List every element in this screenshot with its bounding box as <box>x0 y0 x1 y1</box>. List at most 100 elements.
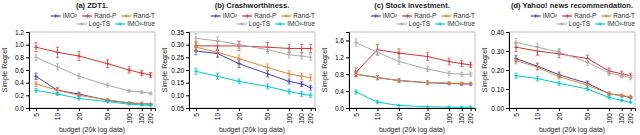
legend-item: IMO³-true <box>275 20 315 27</box>
x-tick: 100 <box>286 108 293 124</box>
chart-svg: (a) ZDT1.IMO³Rand-PRand-TLog-TSIMO³-true… <box>0 0 640 135</box>
x-tick: 5 <box>33 108 40 117</box>
error-bar <box>194 43 197 52</box>
legend-marker <box>284 14 288 18</box>
data-point <box>55 88 59 92</box>
data-point <box>375 100 379 104</box>
plot-frame <box>189 32 315 108</box>
y-axis: 0.00.20.40.60.81.01.2 <box>15 29 30 112</box>
error-bar <box>620 94 623 97</box>
panel: (b) Crashworthiness.IMO³Rand-PRand-TLog-… <box>161 1 316 134</box>
y-tick: 0.10 <box>491 86 509 93</box>
x-tick: 150 <box>458 108 465 124</box>
error-bar <box>426 67 429 72</box>
x-tick: 20 <box>76 108 83 120</box>
series <box>34 81 153 106</box>
legend-label: IMO³-true <box>287 20 315 27</box>
x-axis: 5102050100150200 <box>30 108 156 124</box>
data-point <box>426 105 430 108</box>
x-axis: 5102050100150200 <box>510 108 636 124</box>
x-tick-mark <box>559 108 560 111</box>
y-axis-title: Simple Regret <box>481 48 489 92</box>
error-bar <box>127 67 130 73</box>
error-bar <box>469 82 472 85</box>
data-point <box>77 54 81 58</box>
panel-title: (a) ZDT1. <box>76 1 108 10</box>
y-tick-mark <box>186 57 189 58</box>
data-point <box>469 63 473 67</box>
legend-label: IMO³-true <box>447 20 475 27</box>
error-bar <box>309 85 312 90</box>
data-point <box>397 79 401 83</box>
data-point <box>586 87 590 91</box>
y-tick-label: 0.30 <box>491 48 504 55</box>
x-tick-label: 50 <box>424 113 431 121</box>
data-point <box>237 43 241 47</box>
error-bar <box>216 73 219 79</box>
error-bar <box>309 44 312 52</box>
x-tick: 10 <box>374 108 381 120</box>
y-tick-mark <box>186 32 189 33</box>
x-tick: 20 <box>236 108 243 120</box>
data-point <box>629 95 633 99</box>
data-point <box>300 82 304 86</box>
data-point <box>140 71 144 75</box>
x-tick: 200 <box>627 108 634 124</box>
y-tick-label: 0.35 <box>171 29 184 36</box>
error-bar <box>586 59 589 65</box>
error-bar <box>397 59 400 65</box>
data-point <box>535 45 539 49</box>
error-bar <box>354 68 357 76</box>
x-tick-mark <box>289 108 290 111</box>
data-point <box>629 76 633 80</box>
plot-frame <box>29 32 155 108</box>
y-tick: 0.4 <box>335 88 349 95</box>
error-bar <box>77 97 80 100</box>
error-bar <box>397 79 400 82</box>
x-tick-mark <box>302 108 303 111</box>
y-tick-mark <box>186 95 189 96</box>
x-tick-mark <box>129 108 130 111</box>
y-tick: 1.6 <box>335 37 349 44</box>
series <box>34 54 153 95</box>
legend-label: Log-TS <box>569 20 591 28</box>
error-bar <box>287 71 290 77</box>
data-point <box>34 82 38 86</box>
x-axis-line <box>30 109 156 112</box>
y-tick: 0.20 <box>171 67 189 74</box>
y-tick: 0.05 <box>171 105 189 112</box>
legend-label: Log-TS <box>249 20 271 28</box>
error-bar <box>266 64 269 71</box>
y-tick-label: 1.2 <box>335 54 344 61</box>
panel-title: (c) Stock investment. <box>374 1 449 10</box>
legend-label: Log-TS <box>89 20 111 28</box>
data-point <box>620 94 624 98</box>
x-tick-label: 150 <box>138 113 145 124</box>
y-tick-label: 1.0 <box>15 41 24 48</box>
y-tick-mark <box>186 108 189 109</box>
error-bar <box>607 92 610 95</box>
y-tick-label: 0.20 <box>171 67 184 74</box>
x-tick-label: 5 <box>33 113 40 117</box>
error-bar <box>354 39 357 47</box>
x-tick-label: 200 <box>467 113 474 124</box>
error-bar <box>266 84 269 89</box>
plot-area: 5102050100150200budget (20k log data)0.0… <box>1 29 156 134</box>
error-bar <box>34 54 37 60</box>
error-bar <box>287 52 290 58</box>
y-tick-mark <box>26 83 29 84</box>
data-point <box>447 60 451 64</box>
x-tick-label: 10 <box>54 113 61 121</box>
x-tick: 50 <box>104 108 111 120</box>
data-point <box>287 46 291 50</box>
x-tick-mark <box>537 108 538 111</box>
y-axis: 0.050.100.150.200.250.300.35 <box>171 29 189 112</box>
data-point <box>535 77 539 81</box>
x-tick-mark <box>151 108 152 111</box>
x-tick-label: 150 <box>298 113 305 124</box>
data-point <box>287 53 291 57</box>
legend-label: Rand-P <box>254 12 276 19</box>
series <box>514 43 633 78</box>
y-axis-line <box>506 33 510 109</box>
series-line <box>356 92 471 107</box>
